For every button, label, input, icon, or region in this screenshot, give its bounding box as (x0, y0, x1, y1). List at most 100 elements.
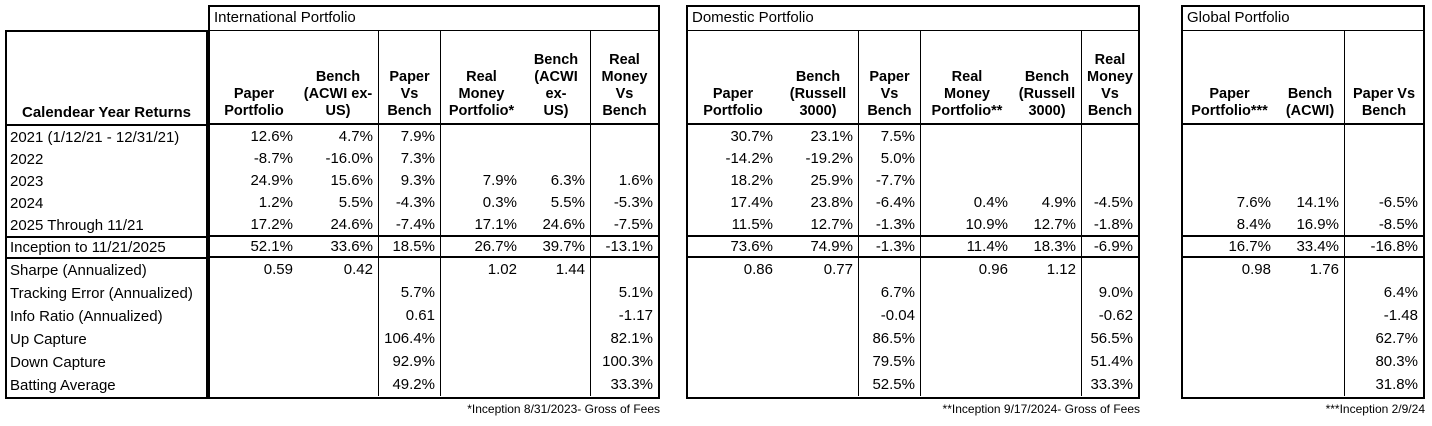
value-cell: 39.7% (522, 235, 590, 258)
value-cell (1276, 147, 1344, 169)
value-cell (1183, 373, 1276, 396)
value-cell: 23.8% (810, 193, 853, 211)
value-cell (1276, 125, 1344, 147)
value-cell (298, 373, 378, 396)
value-cell: -4.3% (378, 191, 440, 213)
header-cell: Bench (ACWI ex- US) (522, 31, 590, 125)
value-cell: -16.8% (1344, 235, 1423, 258)
value-cell (1183, 327, 1276, 350)
row-label-cell: Tracking Error (Annualized) (10, 285, 193, 302)
footnote-international: *Inception 8/31/2023- Gross of Fees (467, 402, 660, 416)
value-cell (1013, 281, 1081, 304)
value-cell (920, 169, 1013, 191)
value-cell: -0.62 (1081, 304, 1138, 327)
value-cell: 5.5% (550, 193, 585, 211)
value-cell: 79.5% (858, 350, 920, 373)
value-cell: 86.5% (858, 327, 920, 350)
header-cell: Bench (ACWI ex- US) (298, 31, 378, 125)
row-label-cell: Up Capture (10, 331, 87, 348)
value-cell (1344, 147, 1423, 169)
value-cell (920, 281, 1013, 304)
value-cell: 5.0% (858, 147, 920, 169)
value-cell: 10.9% (920, 213, 1013, 235)
value-cell (1183, 281, 1276, 304)
value-cell: -8.5% (1344, 213, 1423, 235)
header-cell: Bench (Russell 3000) (1013, 31, 1081, 125)
value-cell: 18.3% (1013, 235, 1081, 258)
value-cell (920, 147, 1013, 169)
value-cell (1183, 169, 1276, 191)
value-cell (440, 125, 522, 147)
value-cell: -6.4% (858, 191, 920, 213)
value-cell: 33.3% (590, 373, 658, 396)
value-cell: 80.3% (1344, 350, 1423, 373)
value-cell: 17.1% (440, 213, 522, 235)
value-cell (210, 373, 298, 396)
value-cell (522, 281, 590, 304)
footnote-domestic: **Inception 9/17/2024- Gross of Fees (942, 402, 1140, 416)
row-label-header: Calendear Year Returns (7, 32, 206, 126)
value-cell: 1.02 (440, 258, 522, 281)
value-cell: 7.9% (378, 125, 440, 147)
header-cell: Real Money Portfolio* (440, 31, 522, 125)
value-cell: 17.4% (730, 193, 773, 211)
value-cell (522, 125, 590, 147)
header-cell: Real Money Vs Bench (1081, 31, 1138, 125)
value-cell (688, 281, 778, 304)
value-cell: 7.6% (1236, 193, 1271, 211)
value-cell: -0.04 (858, 304, 920, 327)
value-cell (522, 147, 590, 169)
value-cell: 33.6% (298, 235, 378, 258)
value-cell: 26.7% (440, 235, 522, 258)
value-cell: -1.3% (858, 235, 920, 258)
value-cell: 56.5% (1081, 327, 1138, 350)
value-cell (920, 350, 1013, 373)
value-cell (1183, 304, 1276, 327)
row-label-cell: 2023 (10, 172, 44, 190)
value-cell: 7.5% (858, 125, 920, 147)
value-cell (1276, 373, 1344, 396)
value-cell: 7.9% (440, 169, 522, 191)
header-cell: Paper Vs Bench (858, 31, 920, 125)
value-cell (590, 147, 658, 169)
value-cell (1276, 169, 1344, 191)
value-cell (1013, 327, 1081, 350)
value-cell (298, 327, 378, 350)
value-cell: 6.3% (550, 171, 585, 189)
value-cell (440, 350, 522, 373)
value-cell (1183, 125, 1276, 147)
value-cell: -6.5% (1344, 191, 1423, 213)
value-cell: -1.8% (1081, 213, 1138, 235)
value-cell (1013, 350, 1081, 373)
value-cell: 4.9% (1041, 193, 1076, 211)
row-label-cell: 2025 Through 11/21 (10, 216, 144, 234)
value-cell: -5.3% (590, 191, 658, 213)
value-cell: 9.3% (378, 169, 440, 191)
value-cell (298, 281, 378, 304)
value-cell: -7.5% (590, 213, 658, 235)
value-cell: 4.7% (338, 127, 373, 145)
value-cell: 11.5% (731, 215, 773, 233)
value-cell: 0.96 (920, 258, 1013, 281)
table-title-global: Global Portfolio (1183, 7, 1423, 31)
value-cell: 0.59 (263, 261, 293, 278)
value-cell (688, 373, 778, 396)
value-cell: 1.12 (1046, 261, 1076, 278)
global-portfolio-table: Global Portfolio Paper Portfolio*** Bench… (1181, 5, 1425, 399)
value-cell: 16.9% (1296, 215, 1339, 233)
row-label-cell: 2024 (10, 194, 44, 212)
value-cell (1276, 304, 1344, 327)
value-cell: 62.7% (1344, 327, 1423, 350)
value-cell: 51.4% (1081, 350, 1138, 373)
value-cell: 12.7% (810, 215, 853, 233)
value-cell: -1.3% (858, 213, 920, 235)
value-cell: 16.7% (1183, 235, 1276, 258)
row-label-cell: 2022 (10, 150, 44, 168)
value-cell: 82.1% (590, 327, 658, 350)
value-cell (688, 350, 778, 373)
row-label-cell: Down Capture (10, 354, 106, 371)
value-cell (440, 281, 522, 304)
value-cell: -13.1% (590, 235, 658, 258)
value-cell (1276, 327, 1344, 350)
